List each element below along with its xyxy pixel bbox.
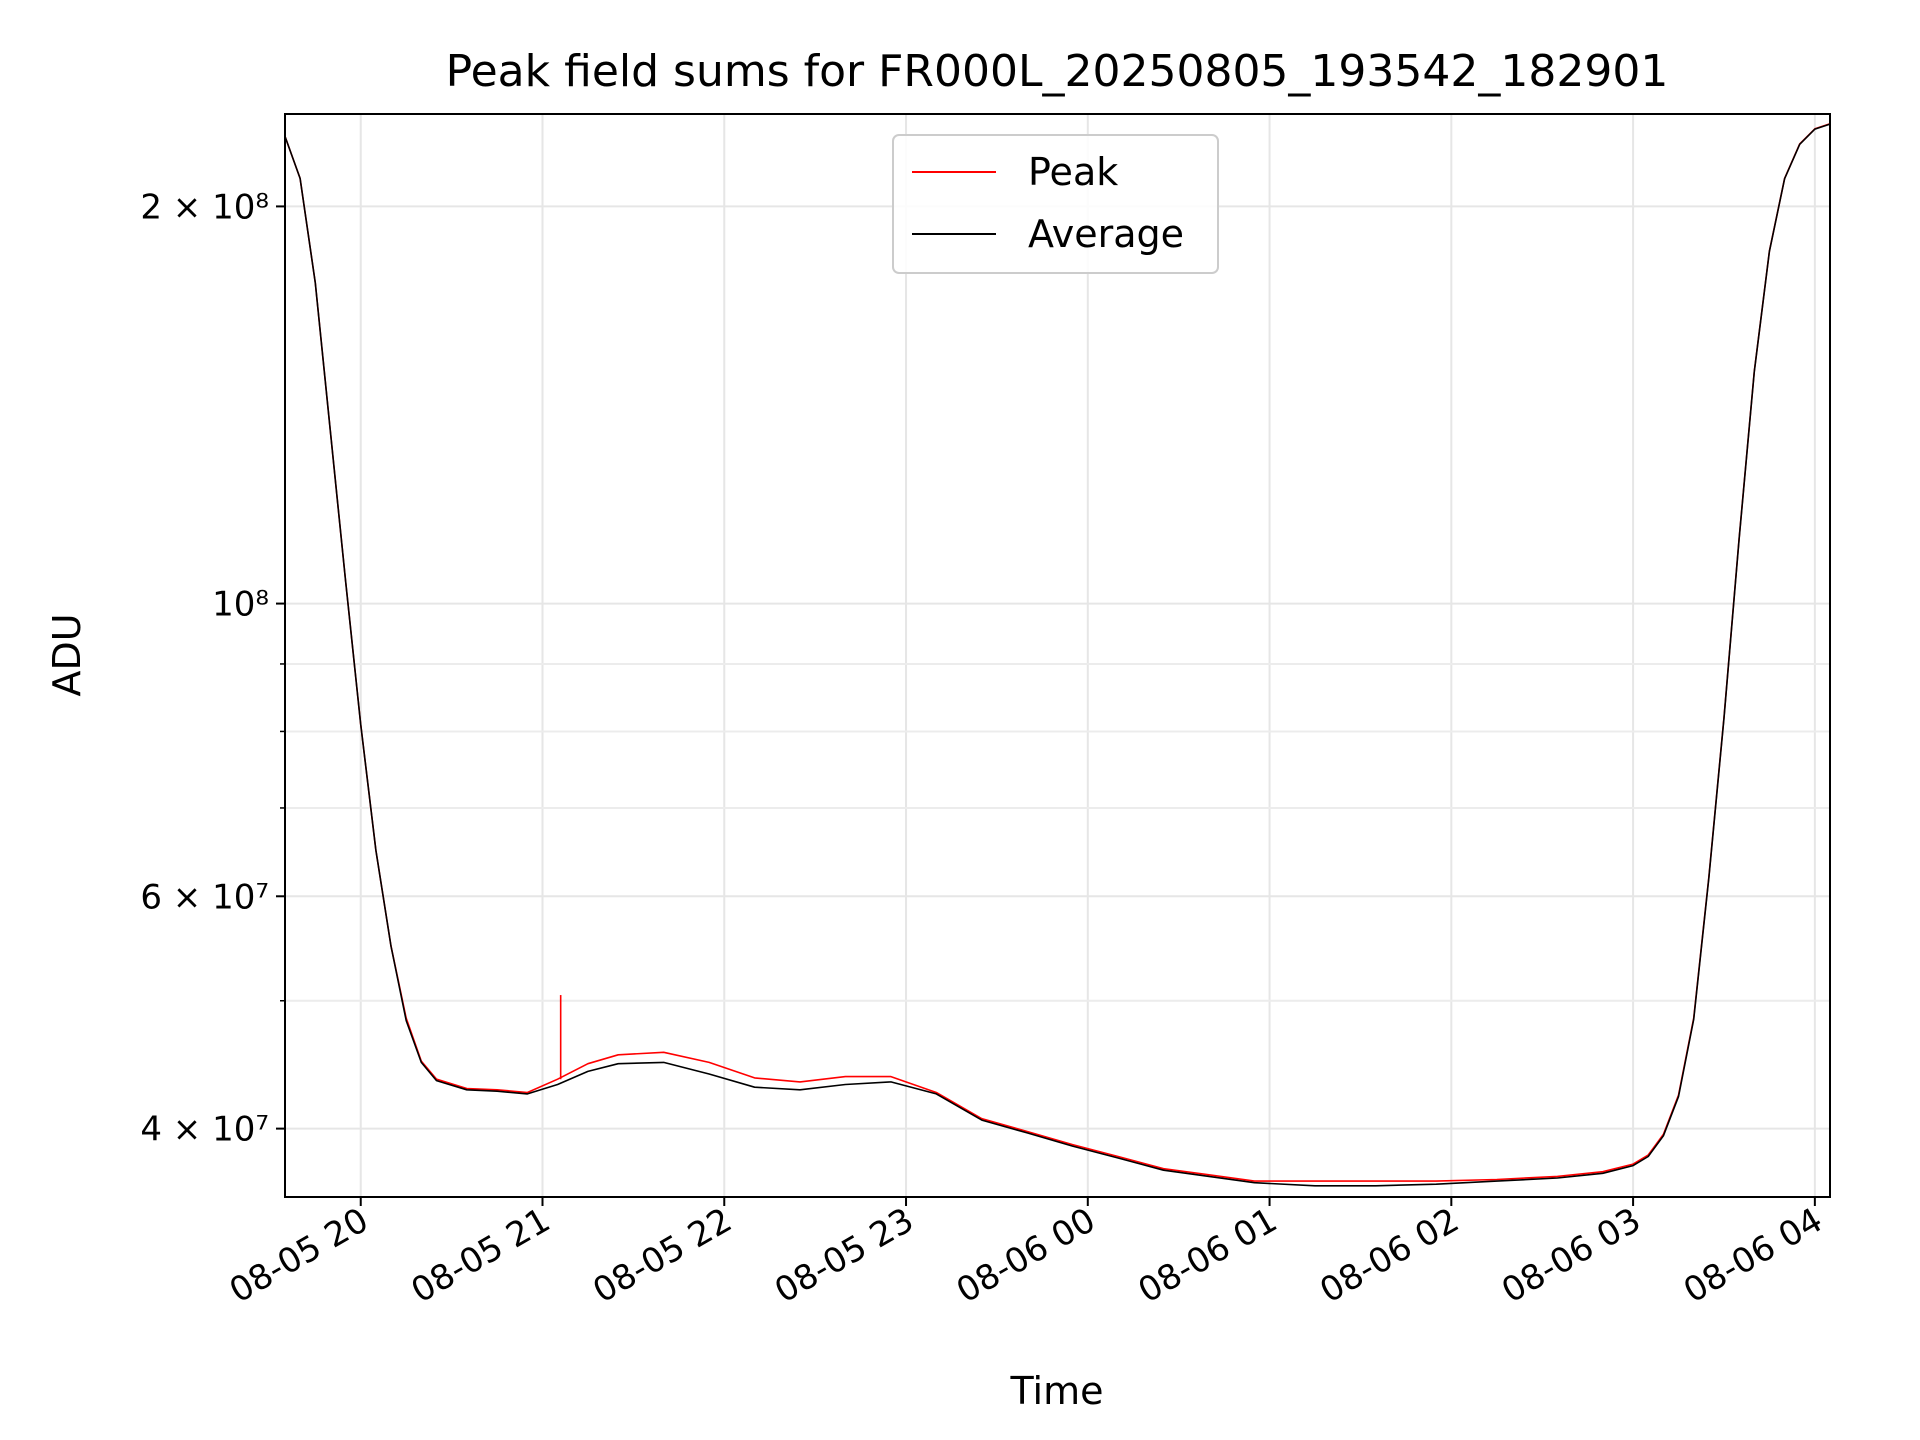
legend-box bbox=[892, 134, 1219, 274]
x-axis-title: Time bbox=[1010, 1369, 1104, 1413]
legend-label-average: Average bbox=[1028, 212, 1184, 256]
grid-lines bbox=[285, 114, 1830, 1197]
y-axis-title: ADU bbox=[45, 613, 89, 696]
y-tick-label: 6 × 10⁷ bbox=[140, 877, 269, 917]
y-tick-label: 4 × 10⁷ bbox=[140, 1110, 269, 1150]
chart-title: Peak field sums for FR000L_20250805_1935… bbox=[446, 46, 1669, 97]
plot-frame bbox=[284, 113, 1831, 1198]
y-tick-label: 2 × 10⁸ bbox=[140, 187, 269, 227]
series-line-average bbox=[284, 123, 1831, 1187]
y-tick-label: 10⁸ bbox=[212, 585, 269, 625]
legend: Peak Average bbox=[892, 134, 1219, 274]
plot-area bbox=[284, 123, 1831, 1187]
legend-label-peak: Peak bbox=[1028, 150, 1118, 194]
